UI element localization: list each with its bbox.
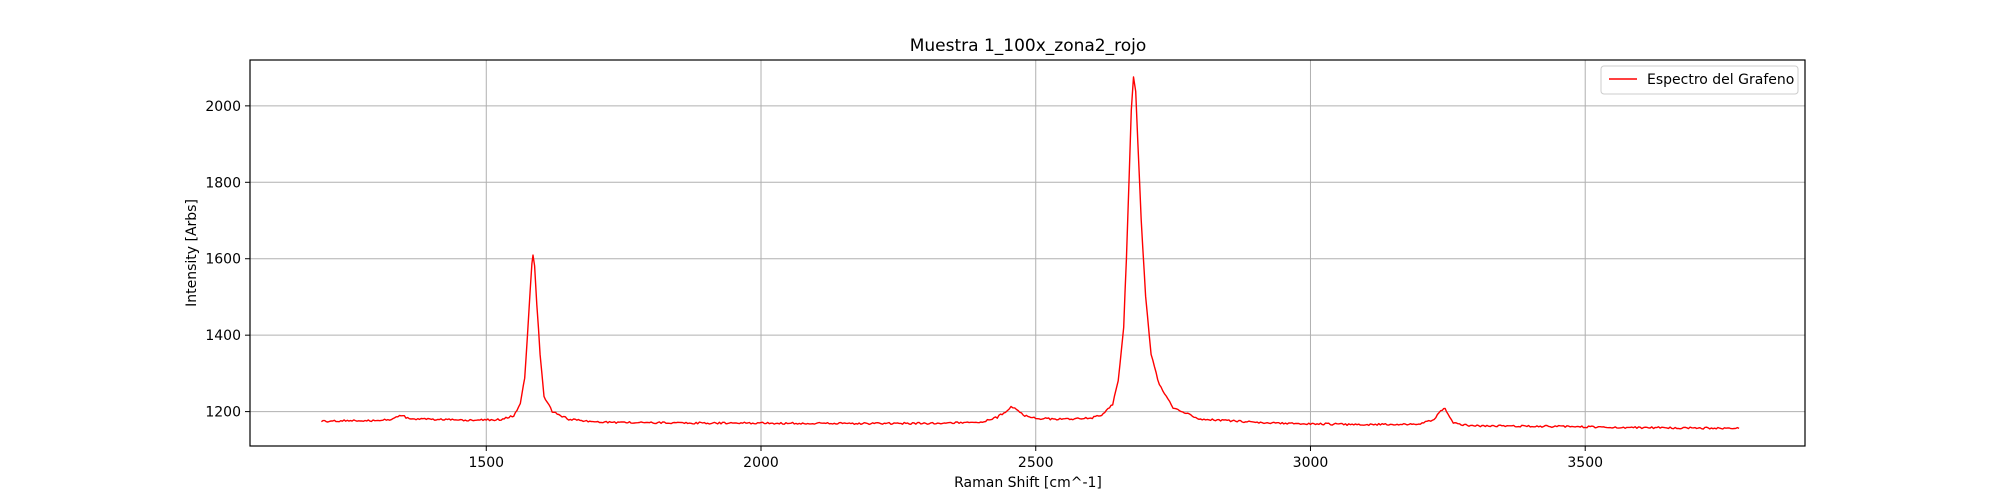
x-tick-label: 2500 bbox=[1018, 455, 1054, 471]
y-grid bbox=[250, 105, 1805, 413]
chart-title: Muestra 1_100x_zona2_rojo bbox=[910, 36, 1147, 56]
plot-frame bbox=[249, 59, 1806, 447]
y-tick-label: 2000 bbox=[205, 99, 241, 115]
x-axis-ticks: 1500 2000 2500 3000 3500 bbox=[468, 446, 1603, 471]
y-tick-label: 1600 bbox=[205, 252, 241, 268]
x-tick-label: 1500 bbox=[468, 455, 504, 471]
series-layer bbox=[321, 76, 1740, 430]
y-axis-ticks: 1200 1400 1600 1800 2000 bbox=[205, 99, 250, 421]
y-axis-title: Intensity [Arbs] bbox=[184, 199, 200, 307]
legend-label: Espectro del Grafeno bbox=[1647, 72, 1794, 88]
x-axis-title: Raman Shift [cm^-1] bbox=[954, 475, 1102, 491]
y-tick-label: 1800 bbox=[205, 175, 241, 191]
y-tick-label: 1200 bbox=[205, 405, 241, 421]
series-line bbox=[321, 76, 1740, 430]
x-tick-label: 3500 bbox=[1567, 455, 1603, 471]
x-tick-label: 3000 bbox=[1293, 455, 1329, 471]
x-grid bbox=[485, 60, 1586, 446]
legend-box bbox=[1600, 65, 1799, 95]
y-tick-label: 1400 bbox=[205, 328, 241, 344]
legend: Espectro del Grafeno bbox=[1600, 65, 1799, 95]
x-tick-label: 2000 bbox=[743, 455, 779, 471]
